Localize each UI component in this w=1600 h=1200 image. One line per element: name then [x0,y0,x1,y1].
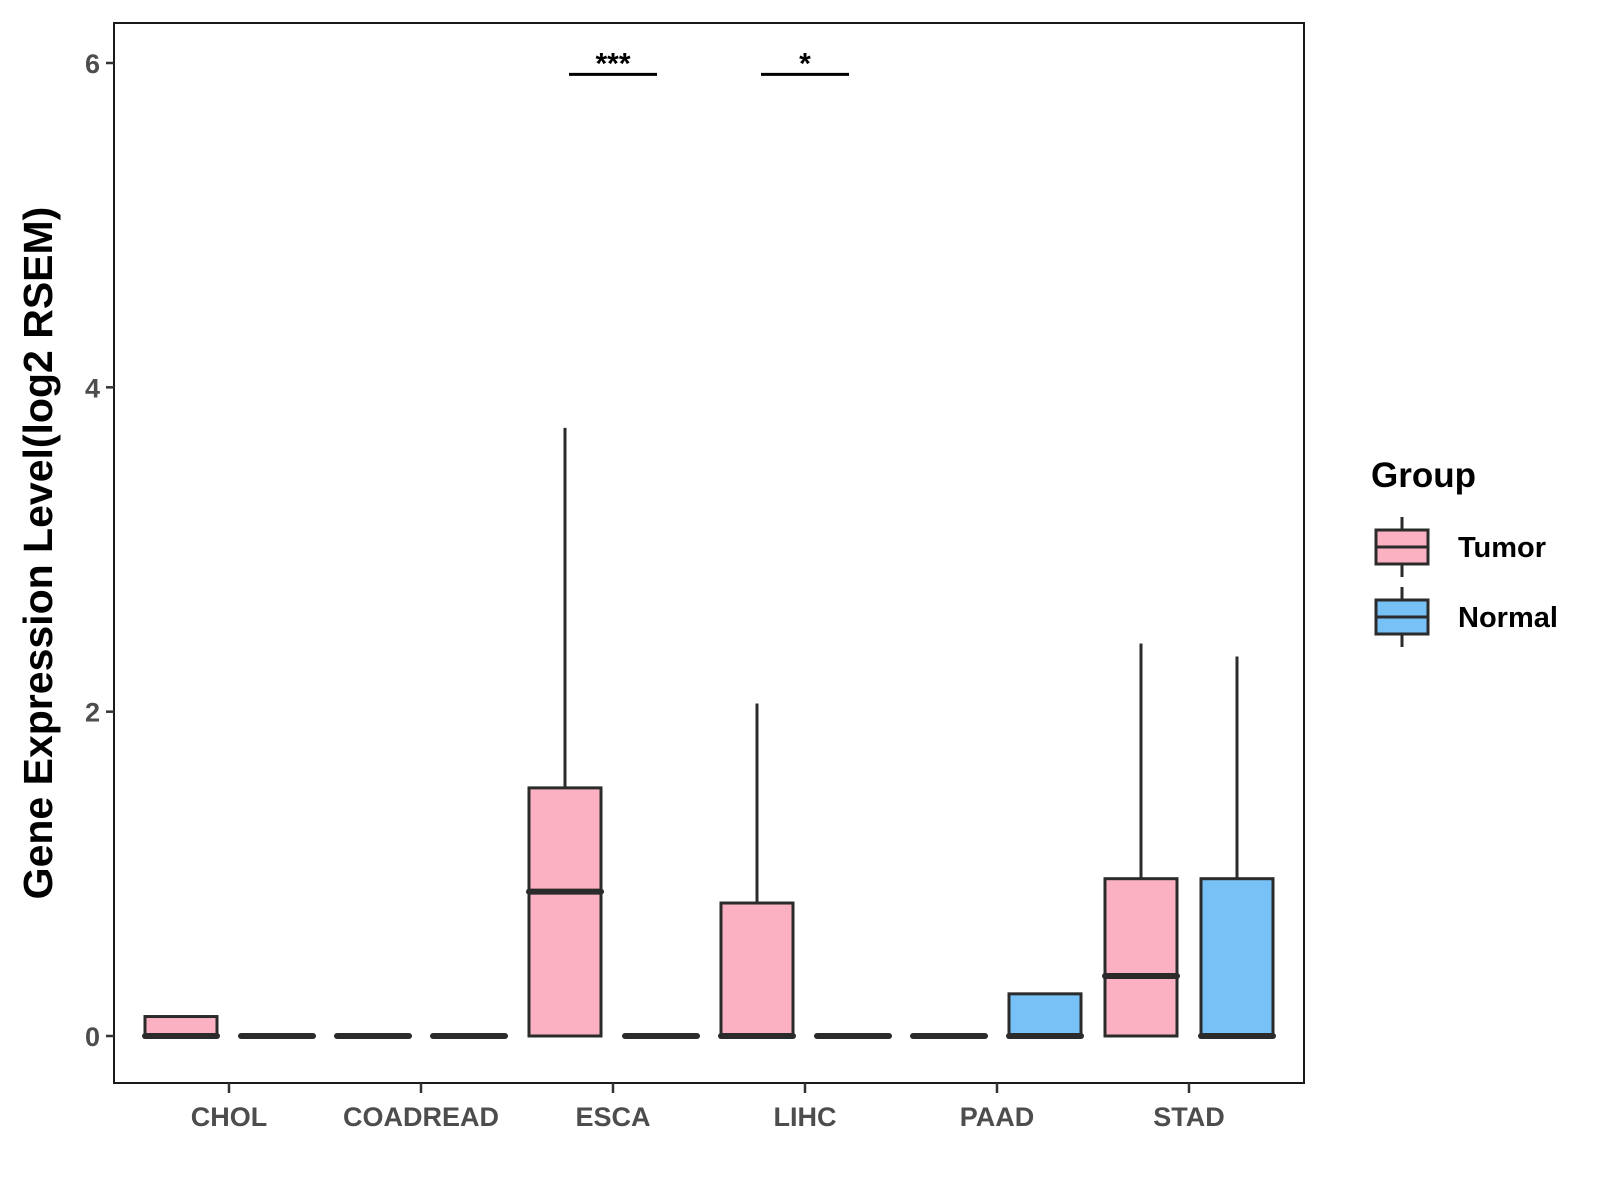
box-tumor-esca [526,427,604,1038]
box-body-tumor-lihc [719,901,795,1038]
box-body-normal-stad [1199,877,1275,1038]
x-tick-label-coadread: COADREAD [343,1102,499,1132]
box-body-tumor-stad [1103,877,1179,1038]
significance-lihc-label: * [799,47,811,80]
box-normal-paad [1006,992,1084,1039]
axis-layer: 0 2 4 6 CHOL COADREAD ESCA LIHC PAAD STAD [85,49,1225,1132]
legend-label-tumor: Tumor [1458,532,1546,564]
y-tick-label-4: 4 [85,373,100,403]
x-tick-label-paad: PAAD [960,1102,1035,1132]
y-tick-label-6: 6 [85,49,100,79]
legend-items: Tumor Normal [1374,517,1558,647]
y-tick-label-0: 0 [85,1022,100,1052]
x-tick-label-stad: STAD [1153,1102,1225,1132]
significance-esca-label: *** [595,47,630,80]
x-tick-label-lihc: LIHC [774,1102,837,1132]
x-tick-label-esca: ESCA [575,1102,650,1132]
legend-key-normal [1374,587,1430,647]
legend: Group Tumor Normal [1371,456,1558,647]
box-body-normal-paad [1007,992,1083,1038]
box-tumor-chol [142,1015,220,1039]
box-normal-stad [1198,656,1276,1039]
plot-layer: *** * [142,47,1276,1039]
y-tick-label-2: 2 [85,698,100,728]
box-body-tumor-esca [527,786,603,1038]
legend-label-normal: Normal [1458,602,1558,634]
box-tumor-stad [1102,643,1180,1038]
box-tumor-lihc [718,703,796,1039]
y-axis-title: Gene Expression Level(log2 RSEM) [15,207,61,900]
legend-key-tumor [1374,517,1430,577]
legend-title: Group [1371,456,1476,495]
x-tick-label-chol: CHOL [191,1102,268,1132]
